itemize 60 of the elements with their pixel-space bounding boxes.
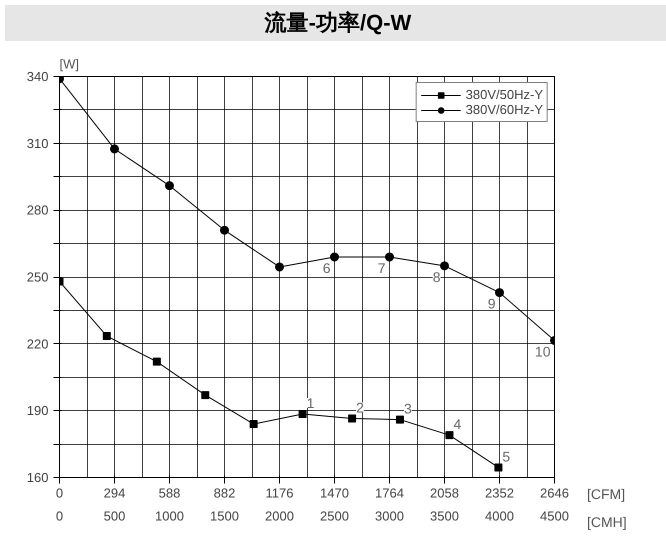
annotation: 3 — [404, 400, 412, 417]
x2-axis-title: [CFM] — [587, 485, 626, 504]
point — [275, 262, 284, 272]
point — [165, 181, 174, 190]
point — [396, 416, 404, 424]
point — [494, 463, 502, 472]
point — [298, 410, 307, 418]
x-tick-label: 1500 — [210, 508, 239, 524]
x2-tick-label: 2352 — [485, 486, 514, 500]
legend-label: 380V/60Hz-Y — [466, 102, 543, 117]
x-tick-label: 2000 — [265, 508, 294, 524]
x2-tick-label: 2058 — [430, 486, 459, 500]
annotation: 6 — [322, 260, 331, 276]
legend-label: 380V/50Hz-Y — [466, 87, 543, 102]
point — [102, 332, 111, 340]
x-tick-label: 2500 — [320, 508, 349, 524]
x-tick-label: 3000 — [375, 508, 404, 524]
annotation: 9 — [488, 296, 496, 312]
x-tick-label: 4000 — [485, 508, 514, 524]
point — [495, 288, 504, 298]
y-tick-label: 250 — [26, 270, 49, 284]
point — [348, 414, 356, 422]
x-tick-label: 500 — [104, 508, 126, 524]
point — [152, 358, 161, 366]
y-tick-label: 220 — [26, 336, 49, 352]
point — [250, 420, 258, 428]
y-tick-label: 160 — [26, 470, 49, 485]
annotation: 8 — [432, 268, 441, 285]
x2-tick-label: 294 — [104, 486, 126, 500]
x-tick-label: 1000 — [155, 508, 184, 524]
point — [110, 144, 119, 154]
x2-tick-label: 1176 — [266, 486, 294, 500]
annotation: 4 — [453, 416, 462, 432]
x2-tick-label: 588 — [158, 486, 180, 500]
x-tick-label: 4500 — [540, 508, 569, 524]
point — [201, 391, 210, 400]
x2-tick-label: 882 — [214, 486, 236, 500]
chart-title: 流量-功率/Q-W — [264, 9, 412, 37]
point — [330, 252, 339, 262]
y-tick-label: 280 — [26, 202, 49, 218]
annotation: 7 — [378, 260, 386, 276]
annotation: 10 — [534, 343, 551, 360]
x2-tick-label: 0 — [56, 486, 64, 500]
x-tick-label: 3500 — [430, 508, 459, 524]
annotation: 1 — [306, 395, 315, 412]
annotation: 2 — [356, 399, 364, 416]
x2-tick-label: 1470 — [320, 486, 349, 500]
x2-tick-label: 1764 — [375, 486, 404, 500]
y-tick-label: 190 — [26, 403, 49, 418]
y-tick-label: 340 — [26, 69, 49, 84]
point — [220, 226, 229, 235]
point — [445, 431, 454, 440]
annotation: 5 — [502, 448, 510, 464]
point — [385, 252, 394, 262]
x2-tick-label: 2646 — [540, 486, 569, 500]
point — [440, 261, 449, 270]
y-tick-label: 310 — [26, 136, 49, 151]
x-axis-title: [CMH] — [587, 513, 627, 532]
y-axis-title: [W] — [60, 56, 79, 72]
x-tick-label: 0 — [56, 508, 64, 524]
